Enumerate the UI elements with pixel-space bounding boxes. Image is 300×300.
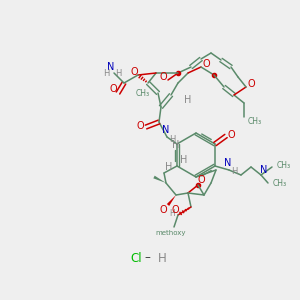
Text: H: H — [184, 95, 192, 105]
Text: N: N — [260, 165, 268, 175]
Text: O: O — [159, 205, 167, 215]
Text: CH₃: CH₃ — [277, 161, 291, 170]
Text: N: N — [224, 158, 232, 168]
Polygon shape — [167, 195, 176, 206]
Text: O: O — [136, 121, 144, 131]
Text: O: O — [247, 79, 255, 89]
Text: O: O — [109, 84, 117, 94]
Text: O: O — [202, 59, 210, 69]
Text: CH₃: CH₃ — [273, 178, 287, 188]
Text: H: H — [231, 167, 237, 176]
Text: Cl: Cl — [130, 251, 142, 265]
Text: CH₃: CH₃ — [136, 88, 150, 98]
Text: O: O — [171, 205, 179, 215]
Text: H: H — [158, 251, 167, 265]
Text: N: N — [162, 125, 170, 135]
Text: CH₃: CH₃ — [248, 116, 262, 125]
Text: O: O — [159, 72, 167, 82]
Text: O: O — [130, 67, 138, 77]
Polygon shape — [153, 176, 166, 183]
Text: H: H — [169, 134, 175, 143]
Text: O: O — [197, 175, 205, 185]
Text: H: H — [165, 162, 173, 172]
Text: –: – — [144, 251, 150, 265]
Text: H: H — [169, 209, 175, 218]
Text: methoxy: methoxy — [156, 230, 186, 236]
Text: N: N — [107, 62, 115, 72]
Text: O: O — [227, 130, 235, 140]
Text: H: H — [103, 70, 109, 79]
Text: H: H — [115, 70, 121, 79]
Text: H: H — [172, 140, 180, 150]
Text: H: H — [180, 155, 188, 165]
